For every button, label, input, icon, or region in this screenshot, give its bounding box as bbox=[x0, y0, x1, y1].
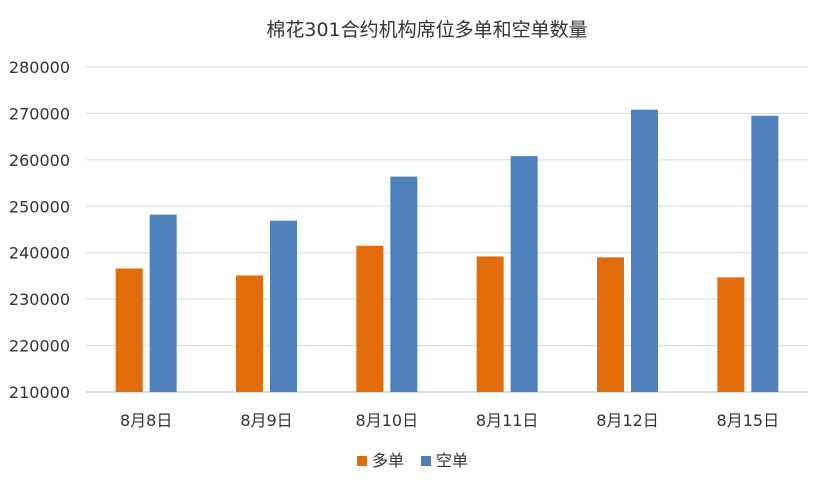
bar-short bbox=[270, 220, 297, 392]
bar-short bbox=[510, 156, 538, 392]
legend-swatch bbox=[421, 456, 431, 466]
bar-short bbox=[149, 214, 177, 392]
y-tick-label: 230000 bbox=[9, 290, 70, 309]
x-tick-label: 8月12日 bbox=[596, 411, 659, 430]
bar-long bbox=[236, 275, 263, 392]
y-tick-label: 210000 bbox=[9, 383, 70, 402]
legend-label: 多单 bbox=[372, 451, 404, 470]
y-axis-ticks: 210000 220000 230000 240000 250000 260000 2700… bbox=[9, 58, 70, 402]
x-tick-label: 8月11日 bbox=[476, 411, 539, 430]
bar-long bbox=[597, 257, 624, 392]
bar-long bbox=[717, 277, 745, 392]
legend: 多单 空单 bbox=[357, 451, 468, 470]
bar-short bbox=[390, 176, 418, 392]
bar-long bbox=[476, 256, 504, 392]
x-tick-label: 8月10日 bbox=[356, 411, 419, 430]
y-tick-label: 220000 bbox=[9, 337, 70, 356]
bar-long bbox=[115, 268, 143, 392]
chart-title: 棉花301合约机构席位多单和空单数量 bbox=[266, 19, 587, 41]
x-tick-label: 8月8日 bbox=[120, 411, 172, 430]
y-tick-label: 250000 bbox=[9, 197, 70, 216]
bar-long bbox=[356, 245, 384, 392]
legend-swatch bbox=[357, 456, 367, 466]
bar-short bbox=[751, 115, 779, 392]
x-tick-label: 8月15日 bbox=[717, 411, 780, 430]
y-tick-label: 280000 bbox=[9, 58, 70, 77]
gridlines bbox=[86, 66, 808, 393]
x-tick-label: 8月9日 bbox=[240, 411, 292, 430]
y-tick-label: 260000 bbox=[9, 151, 70, 170]
y-tick-label: 270000 bbox=[9, 104, 70, 123]
x-axis-ticks: 8月8日 8月9日 8月10日 8月11日 8月12日 8月15日 bbox=[120, 411, 779, 430]
bars bbox=[115, 109, 779, 392]
legend-label: 空单 bbox=[436, 451, 468, 470]
bar-short bbox=[631, 109, 658, 392]
y-tick-label: 240000 bbox=[9, 244, 70, 263]
